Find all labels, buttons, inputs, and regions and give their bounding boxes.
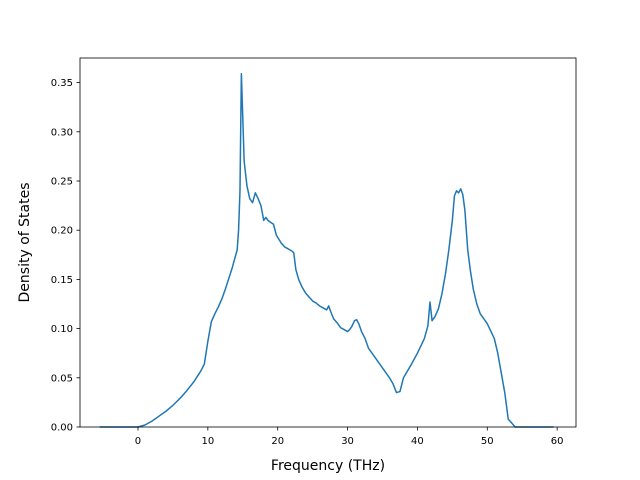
x-tick-label: 10 (201, 436, 214, 447)
y-axis-ticks: 0.00 0.05 0.10 0.15 0.20 0.25 0.30 0.35 (51, 78, 80, 434)
y-tick-label: 0.00 (51, 423, 73, 434)
y-tick-label: 0.05 (51, 373, 73, 384)
plot-frame (79, 57, 577, 428)
y-tick-label: 0.15 (51, 275, 73, 286)
y-tick-label: 0.25 (51, 177, 73, 188)
y-axis-label: Density of States (17, 183, 33, 303)
x-tick-label: 30 (341, 436, 354, 447)
y-tick-label: 0.20 (51, 226, 73, 237)
x-axis-label: Frequency (THz) (271, 458, 385, 474)
x-tick-label: 50 (481, 436, 494, 447)
x-tick-label: 0 (135, 436, 141, 447)
plot-area (80, 58, 576, 427)
y-tick-label: 0.10 (51, 324, 73, 335)
x-tick-label: 60 (551, 436, 564, 447)
y-tick-label: 0.30 (51, 127, 73, 138)
series-layer (99, 72, 554, 428)
x-tick-label: 40 (411, 436, 424, 447)
y-tick-label: 0.35 (51, 78, 73, 89)
x-axis-ticks: 0 10 20 30 40 50 60 (135, 427, 564, 447)
dos-series-line (99, 72, 554, 428)
x-tick-label: 20 (271, 436, 284, 447)
